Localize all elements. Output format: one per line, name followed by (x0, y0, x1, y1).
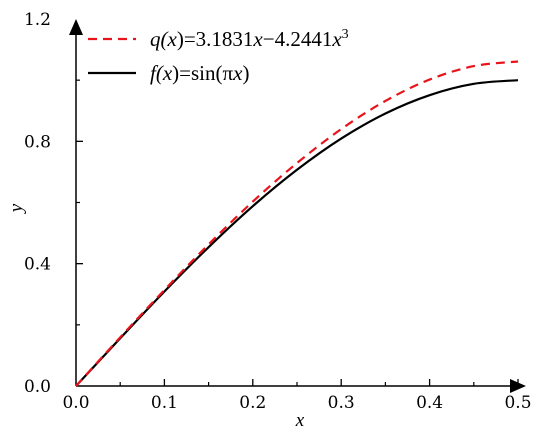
series-line-f (75, 79, 519, 387)
series-line-q (75, 60, 519, 387)
x-tick-label: 0.2 (239, 393, 266, 413)
y-tick-label: 0.4 (24, 255, 51, 275)
y-tick-label: 0.8 (24, 132, 51, 152)
x-tick-label: 0.3 (328, 393, 355, 413)
x-tick-label: 0.4 (416, 393, 443, 413)
legend-label-f: f(x)=sin(πx) (150, 61, 249, 85)
x-tick-label: 0.1 (151, 393, 178, 413)
legend-label-q: q(x)=3.1831x−4.2441x3 (150, 27, 349, 51)
y-tick-label: 0.0 (24, 377, 51, 397)
y-axis-arrow (69, 19, 83, 35)
x-axis-title: x (295, 410, 305, 431)
series-layer (75, 60, 519, 387)
x-tick-label: 0.5 (504, 393, 531, 413)
x-tick-label: 0.0 (62, 393, 89, 413)
legend: q(x)=3.1831x−4.2441x3 f(x)=sin(πx) (88, 27, 349, 85)
axis-ticks: 0.0 0.1 0.2 0.3 0.4 0.5 0.0 0.4 0.8 1.2 (24, 10, 532, 413)
y-tick-label: 1.2 (24, 10, 51, 30)
y-axis-title: y (6, 203, 27, 214)
